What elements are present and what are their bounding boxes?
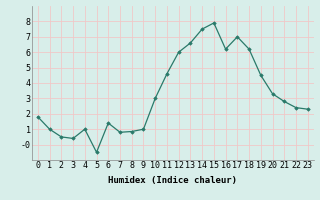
X-axis label: Humidex (Indice chaleur): Humidex (Indice chaleur) (108, 176, 237, 185)
